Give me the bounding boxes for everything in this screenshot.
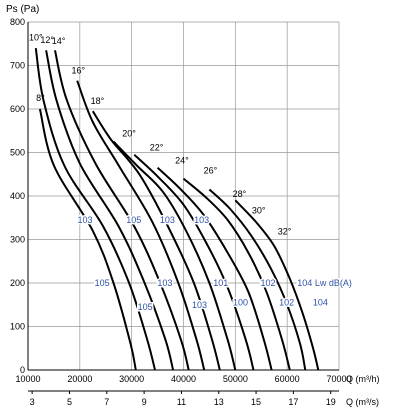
noise-level-label: 105	[138, 302, 153, 312]
x-tick-label: 10000	[15, 374, 40, 384]
angle-label: 16°	[71, 65, 85, 75]
angle-label: 18°	[91, 96, 105, 106]
angle-label: 14°	[52, 36, 66, 46]
axes: Ps (Pa) Q (m³/h) Q (m³/s) 0 100 200 300 400 5…	[6, 4, 380, 407]
x-axis-title: Q (m³/h)	[346, 374, 380, 384]
angle-label: 12°	[40, 35, 54, 45]
noise-level-label: 105	[95, 278, 110, 288]
noise-level-label: 104 Lw dB(A)	[297, 278, 352, 288]
angle-label: 30°	[252, 205, 266, 215]
blade-angle-curve	[76, 80, 206, 371]
noise-level-label: 103	[78, 215, 93, 225]
noise-level-label: 101	[213, 278, 228, 288]
x-tick-label: 70000	[326, 374, 351, 384]
y-tick-label: 600	[10, 104, 25, 114]
x-tick-label: 30000	[119, 374, 144, 384]
curves	[34, 47, 320, 371]
blade-angle-curve	[133, 153, 255, 371]
blade-angle-curve	[91, 110, 221, 371]
grid	[27, 21, 340, 371]
y-tick-label: 400	[10, 191, 25, 201]
blade-angle-curve	[156, 166, 273, 371]
blade-angle-curve	[182, 177, 291, 371]
x-tick-label: 60000	[275, 374, 300, 384]
blade-angle-curve	[208, 188, 307, 371]
y-tick-label: 300	[10, 235, 25, 245]
x-tick-label: 40000	[171, 374, 196, 384]
y-tick-label: 800	[10, 17, 25, 27]
angle-label: 8°	[36, 93, 45, 103]
x2-tick-label: 17	[288, 397, 298, 407]
x-tick-label: 20000	[67, 374, 92, 384]
y-tick-label: 200	[10, 278, 25, 288]
angle-label: 24°	[175, 155, 189, 165]
noise-level-label: 105	[126, 215, 141, 225]
curve-labels: 8° 10°12°14° 16° 18° 20° 22° 24° 26° 28° 30° 32° 10…	[29, 32, 353, 313]
noise-level-label: 102	[260, 278, 275, 288]
y-tick-label: 0	[20, 365, 25, 375]
angle-label: 10°	[29, 32, 43, 42]
angle-label: 26°	[204, 165, 218, 175]
blade-angle-curve	[34, 47, 156, 371]
noise-level-label: 102	[279, 298, 294, 308]
y-tick-label: 700	[10, 61, 25, 71]
x2-axis-title: Q (m³/s)	[346, 397, 379, 407]
blade-angle-curve	[38, 108, 137, 371]
blade-angle-curve	[112, 140, 237, 371]
x2-tick-label: 7	[104, 397, 109, 407]
noise-level-label: 104	[313, 298, 328, 308]
x2-tick-label: 5	[67, 397, 72, 407]
y-tick-label: 500	[10, 148, 25, 158]
y-tick-label: 100	[10, 322, 25, 332]
x2-tick-label: 13	[214, 397, 224, 407]
x2-tick-label: 15	[251, 397, 261, 407]
x2-tick-label: 11	[177, 397, 186, 407]
angle-label: 28°	[233, 189, 247, 199]
blade-angle-curve	[54, 50, 190, 371]
blade-angle-curve	[45, 50, 175, 371]
noise-level-label: 103	[194, 215, 209, 225]
angle-label: 32°	[278, 226, 292, 236]
noise-level-label: 100	[233, 298, 248, 308]
noise-level-label: 103	[157, 278, 172, 288]
x2-tick-label: 3	[30, 397, 35, 407]
x2-tick-label: 9	[142, 397, 147, 407]
x-tick-label: 50000	[223, 374, 248, 384]
y-axis-title: Ps (Pa)	[6, 4, 39, 15]
blade-angle-curve	[234, 199, 320, 371]
angle-label: 22°	[150, 142, 164, 152]
x2-tick-label: 19	[326, 397, 336, 407]
noise-level-label: 103	[192, 300, 207, 310]
angle-label: 20°	[122, 128, 136, 138]
noise-level-label: 103	[160, 215, 175, 225]
